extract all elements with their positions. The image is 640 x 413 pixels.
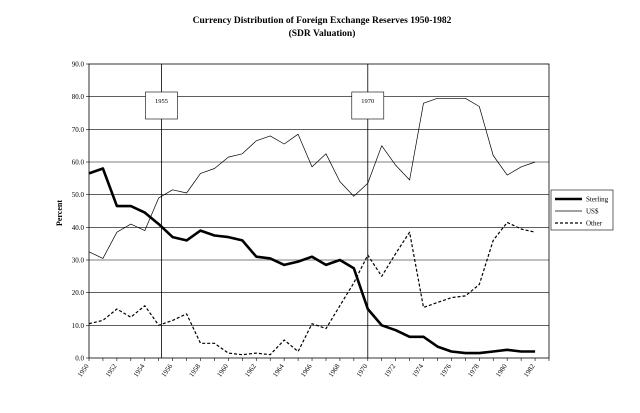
y-tick-label-8: 80.0 xyxy=(72,93,85,101)
y-tick-label-1: 10.0 xyxy=(72,322,85,330)
y-tick-label-2: 20.0 xyxy=(72,289,85,297)
legend-label-other: Other xyxy=(586,220,603,228)
y-tick-label-5: 50.0 xyxy=(72,191,85,199)
y-tick-label-4: 40.0 xyxy=(72,224,85,232)
series-line-us- xyxy=(88,97,536,259)
annotation-box-0 xyxy=(145,91,178,120)
x-tick-label-8: 1966 xyxy=(299,362,314,378)
x-tick-label-16: 1982 xyxy=(522,362,537,378)
y-tick-label-9: 90.0 xyxy=(72,61,85,69)
x-tick-label-2: 1954 xyxy=(132,362,147,378)
x-axis-ticks: 1950 1952 1954 1956 1958 1960 1962 1964 1966 1968… xyxy=(76,358,550,379)
annotation-label-0: 1955 xyxy=(155,98,168,105)
x-tick-label-15: 1980 xyxy=(494,362,509,378)
y-tick-label-0: 0.0 xyxy=(75,355,84,363)
chart-title: Currency Distribution of Foreign Exchang… xyxy=(193,16,452,26)
y-axis-label: Percent xyxy=(55,200,64,226)
annotation-box-1 xyxy=(351,91,385,120)
gridlines xyxy=(89,96,549,326)
y-tick-label-3: 30.0 xyxy=(72,257,85,265)
x-tick-label-3: 1956 xyxy=(160,362,175,378)
x-tick-label-4: 1958 xyxy=(188,362,203,378)
x-tick-label-6: 1962 xyxy=(243,362,258,378)
plot-frame xyxy=(88,63,550,359)
legend-label-sterling: Sterling xyxy=(586,196,609,204)
x-tick-label-11: 1972 xyxy=(383,362,398,378)
legend-label-usd: US$ xyxy=(586,208,599,216)
x-tick-label-14: 1978 xyxy=(466,362,481,378)
annotation-label-1: 1970 xyxy=(361,98,374,105)
x-tick-label-1: 1952 xyxy=(104,362,119,378)
y-tick-label-7: 70.0 xyxy=(72,126,85,134)
series-lines xyxy=(88,97,536,356)
y-axis-ticks: 0.0 10.0 20.0 30.0 40.0 50.0 60.0 70.0 80.0 90.0 xyxy=(72,61,89,363)
annotations: 1955 1970 xyxy=(145,64,385,358)
x-tick-label-13: 1976 xyxy=(438,362,453,378)
legend: Sterling US$ Other xyxy=(550,189,614,231)
series-line-sterling xyxy=(88,167,536,355)
x-tick-label-9: 1968 xyxy=(327,362,342,378)
y-tick-label-6: 60.0 xyxy=(72,159,85,167)
x-tick-label-10: 1970 xyxy=(355,362,370,378)
x-tick-label-12: 1974 xyxy=(411,362,426,378)
x-tick-label-5: 1960 xyxy=(215,362,230,378)
x-tick-label-7: 1964 xyxy=(271,362,286,378)
chart-subtitle: (SDR Valuation) xyxy=(289,28,356,39)
series-line-other xyxy=(88,221,536,356)
x-tick-label-0: 1950 xyxy=(76,362,91,378)
